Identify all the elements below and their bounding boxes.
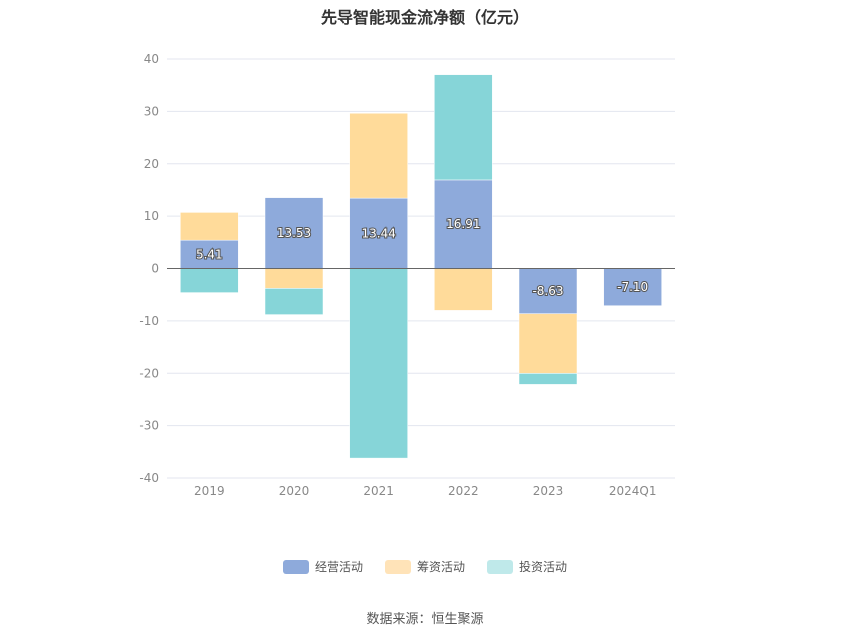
- x-tick-label: 2023: [533, 484, 564, 498]
- bar-1-2021: [349, 113, 408, 199]
- bar-2-2023: [518, 373, 578, 385]
- bar-1-2022: [434, 268, 493, 311]
- bar-0-2022: [434, 179, 493, 269]
- bar-data-label: 13.53: [277, 226, 311, 240]
- bar-data-label: -8.63: [532, 284, 563, 298]
- y-tick-label: -40: [139, 471, 159, 485]
- legend-swatch-operating: [282, 559, 309, 574]
- y-tick-label: -10: [139, 314, 159, 328]
- legend-item-operating[interactable]: 经营活动: [282, 558, 363, 575]
- x-tick-label: 2022: [448, 484, 479, 498]
- bar-1-2020: [264, 268, 324, 289]
- y-tick-label: -20: [139, 366, 159, 380]
- bar-0-2020: [264, 197, 324, 269]
- legend: 经营活动 筹资活动 投资活动: [0, 558, 850, 575]
- bar-0-2023: [518, 268, 578, 314]
- bar-data-label: 5.41: [196, 247, 223, 261]
- legend-label-financing: 筹资活动: [416, 560, 465, 574]
- bar-1-2019: [180, 212, 239, 241]
- bar-1-2023: [518, 313, 578, 374]
- bar-2-2021: [349, 268, 408, 459]
- y-tick-label: 20: [144, 157, 159, 171]
- data-source: 数据来源：恒生聚源: [366, 612, 484, 627]
- legend-label-operating: 经营活动: [314, 560, 363, 574]
- bar-0-2024Q1: [603, 268, 662, 306]
- bar-2-2019: [180, 268, 239, 293]
- y-tick-label: 30: [144, 104, 159, 118]
- x-tick-label: 2024Q1: [609, 484, 657, 498]
- x-tick-label: 2021: [363, 484, 394, 498]
- legend-label-investing: 投资活动: [519, 560, 568, 574]
- bar-data-label: 13.44: [361, 226, 395, 240]
- y-tick-label: 40: [144, 52, 159, 66]
- y-tick-label: -30: [139, 419, 159, 433]
- x-tick-label: 2020: [279, 484, 310, 498]
- bar-0-2021: [349, 197, 408, 269]
- bar-data-label: -7.10: [617, 280, 648, 294]
- legend-swatch-investing: [487, 559, 513, 574]
- bar-2-2020: [264, 288, 324, 315]
- bar-data-label: 16.91: [446, 217, 480, 231]
- legend-item-financing[interactable]: 筹资活动: [384, 558, 465, 575]
- y-tick-label: 0: [151, 262, 159, 276]
- legend-item-investing[interactable]: 投资活动: [487, 558, 567, 575]
- y-tick-label: 10: [144, 209, 159, 223]
- bar-2-2022: [434, 74, 493, 181]
- chart-title: 先导智能现金流净额（亿元）: [320, 8, 529, 27]
- x-tick-label: 2019: [194, 484, 225, 498]
- legend-swatch-financing: [384, 559, 411, 574]
